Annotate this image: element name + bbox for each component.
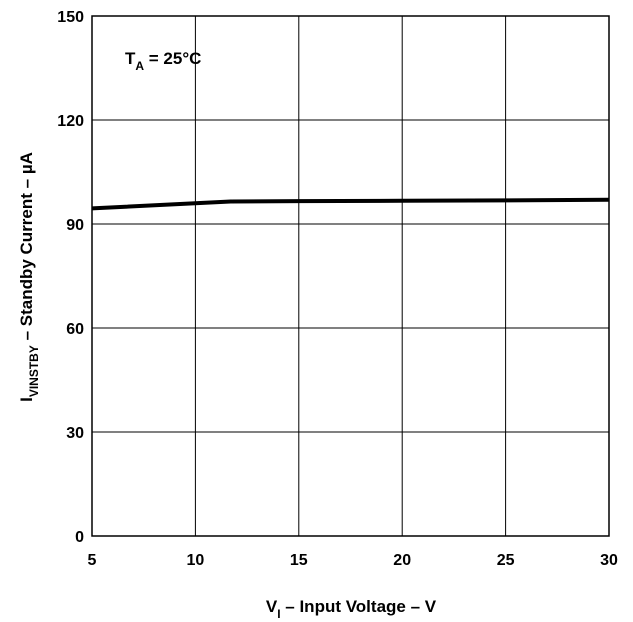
y-tick-labels: 0 30 60 90 120 150	[57, 9, 84, 546]
temperature-annotation: TA = 25°C	[125, 49, 201, 73]
y-tick-label: 60	[66, 321, 84, 338]
annotation-sub: A	[135, 59, 144, 73]
x-axis-title-pre: V	[266, 597, 278, 616]
x-tick-label: 20	[393, 552, 411, 569]
plot-frame	[91, 15, 610, 537]
annotation-pre: T	[125, 49, 136, 68]
x-tick-label: 15	[290, 552, 308, 569]
y-tick-label: 120	[57, 113, 84, 130]
y-axis-title: IVINSTBY – Standby Current – µA	[17, 152, 41, 402]
y-tick-label: 30	[66, 425, 84, 442]
x-tick-label: 10	[187, 552, 205, 569]
grid	[92, 16, 609, 536]
x-axis-title-post: – Input Voltage – V	[281, 597, 437, 616]
annotation-post: = 25°C	[144, 49, 201, 68]
series-line	[91, 197, 610, 211]
y-axis-title-sub: VINSTBY	[27, 345, 41, 397]
x-tick-label: 25	[497, 552, 515, 569]
series-layer	[91, 197, 610, 211]
y-tick-label: 90	[66, 217, 84, 234]
y-tick-label: 150	[57, 9, 84, 26]
y-axis-title-post: – Standby Current – µA	[17, 152, 36, 345]
x-tick-labels: 5 10 15 20 25 30	[88, 552, 618, 569]
x-axis-title: VI – Input Voltage – V	[266, 597, 437, 621]
y-axis-title-pre: I	[17, 397, 36, 402]
x-axis-title-sub: I	[277, 607, 280, 621]
x-tick-label: 5	[88, 552, 97, 569]
y-tick-label: 0	[75, 529, 84, 546]
x-tick-label: 30	[600, 552, 618, 569]
